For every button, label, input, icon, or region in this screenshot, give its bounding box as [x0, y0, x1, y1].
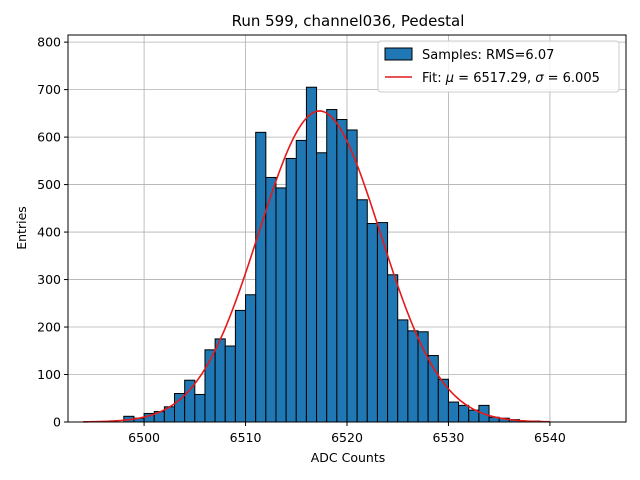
y-tick-label: 700 [37, 82, 61, 97]
x-tick-label: 6540 [534, 430, 566, 445]
legend-fit-prefix: Fit: [422, 71, 446, 86]
y-tick-label: 0 [53, 415, 61, 430]
histogram-bar [316, 152, 328, 423]
histogram-bar [437, 378, 449, 423]
legend-fit-mu: μ [445, 71, 454, 86]
histogram-bar [336, 119, 348, 423]
histogram-bar [407, 330, 419, 423]
histogram-bar [275, 187, 287, 423]
histogram-bar [224, 345, 236, 423]
histogram-bar [194, 393, 206, 423]
histogram-bar [255, 131, 267, 423]
x-tick-label: 6510 [230, 430, 262, 445]
histogram-bar [285, 157, 297, 423]
histogram-bar [458, 404, 470, 423]
y-axis: 0 100 200 300 400 500 600 700 800 [37, 35, 68, 430]
legend-fit-mid: = 6517.29, [454, 71, 535, 86]
legend-label-fit: Fit: μ = 6517.29, σ = 6.005 [422, 71, 600, 86]
histogram-bar [326, 109, 338, 423]
legend-box [377, 40, 620, 93]
histogram-bar [174, 393, 186, 423]
histogram-bar [214, 338, 226, 423]
histogram-bar [397, 319, 409, 423]
y-tick-label: 300 [37, 272, 61, 287]
y-tick-label: 200 [37, 320, 61, 335]
x-axis: 6500 6510 6520 6530 6540 [128, 422, 566, 445]
y-tick-label: 600 [37, 130, 61, 145]
histogram-bars [123, 86, 541, 423]
histogram-bar [447, 401, 460, 423]
histogram-bar [245, 294, 257, 423]
y-axis-title: Entries [14, 206, 29, 250]
histogram-bar [427, 355, 439, 423]
legend-label-samples: Samples: RMS=6.07 [422, 48, 554, 63]
histogram-bar [265, 176, 277, 423]
y-tick-label: 100 [37, 367, 61, 382]
histogram-bar [346, 129, 358, 423]
histogram-bar [295, 139, 307, 423]
legend-swatch-samples [384, 47, 413, 61]
x-tick-label: 6520 [331, 430, 363, 445]
x-tick-label: 6500 [128, 430, 160, 445]
y-tick-label: 400 [37, 225, 61, 240]
histogram-bar [234, 309, 247, 423]
legend-fit-sigma: σ [535, 71, 544, 86]
chart-title: Run 599, channel036, Pedestal [232, 12, 465, 30]
histogram-bar [305, 86, 318, 423]
y-tick-label: 800 [37, 35, 61, 50]
histogram-bar [356, 199, 368, 423]
y-tick-label: 500 [37, 177, 61, 192]
histogram-bar [387, 274, 399, 423]
legend: Samples: RMS=6.07 Fit: μ = 6517.29, σ = … [377, 40, 620, 93]
histogram-bar [417, 331, 429, 423]
x-tick-label: 6530 [433, 430, 465, 445]
legend-fit-suffix: = 6.005 [543, 71, 599, 86]
fit-curve [83, 110, 550, 423]
histogram-bar [366, 223, 378, 423]
x-axis-title: ADC Counts [311, 450, 386, 465]
